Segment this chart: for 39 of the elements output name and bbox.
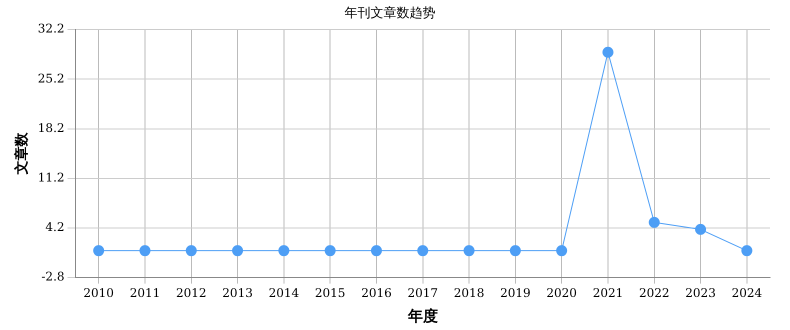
x-tick-label: 2014	[268, 286, 300, 300]
x-tick-label: 2024	[732, 286, 762, 300]
x-tick-label: 2013	[222, 286, 253, 300]
y-tick-label: 4.2	[45, 220, 65, 234]
x-tick-label: 2016	[361, 286, 392, 300]
point	[602, 46, 614, 58]
y-tick-label: 11.2	[38, 170, 65, 185]
x-axis-title: 年度	[406, 306, 438, 325]
point	[510, 245, 521, 256]
y-tick-label: 18.2	[38, 120, 65, 135]
point	[648, 216, 660, 228]
point	[324, 245, 336, 256]
point	[741, 245, 752, 256]
x-tick-label: 2017	[407, 286, 438, 300]
x-tick-label: 2018	[454, 286, 484, 300]
x-tick-label: 2023	[685, 286, 716, 300]
x-tick-label: 2019	[500, 286, 531, 300]
y-tick-label: -2.8	[41, 270, 65, 284]
y-tick-label: 25.2	[38, 71, 65, 86]
point	[370, 245, 382, 256]
point	[232, 245, 244, 256]
y-axis-title: 文章数	[13, 132, 30, 176]
x-tick-label: 2011	[130, 286, 160, 300]
y-tick-label: 32.2	[38, 22, 65, 36]
point	[186, 245, 197, 256]
point	[464, 245, 475, 256]
point	[93, 245, 104, 256]
x-tick-label: 2010	[83, 286, 114, 300]
point	[556, 245, 568, 256]
point	[695, 224, 706, 235]
x-tick-label: 2020	[546, 286, 577, 300]
x-tick-label: 2022	[638, 286, 670, 300]
point	[417, 245, 428, 256]
x-tick-label: 2012	[176, 286, 207, 300]
x-tick-label: 2021	[592, 286, 624, 300]
chart-title: 年刊文章数趋势	[344, 6, 436, 22]
point	[278, 245, 290, 256]
x-tick-label: 2015	[314, 286, 346, 300]
point	[139, 245, 150, 256]
